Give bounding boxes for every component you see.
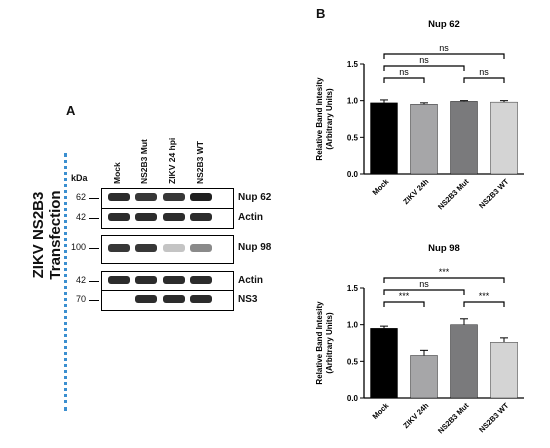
blot-band (108, 193, 130, 201)
blot-band (190, 276, 212, 284)
mw-marker: 62 (75, 192, 86, 202)
blot-band (135, 295, 157, 303)
blot-band (190, 244, 212, 252)
x-tick-label: NS2B3 WT (477, 401, 510, 434)
mw-tick (89, 248, 99, 249)
blot-band (190, 213, 212, 221)
blot-band (135, 193, 157, 201)
bar (370, 102, 398, 175)
x-tick-label: ZIKV 24h (401, 177, 430, 206)
significance-label: ns (399, 67, 409, 77)
blot-name: Actin (238, 212, 263, 223)
significance-label: ns (419, 279, 429, 289)
chart-title: Nup 62 (428, 19, 460, 30)
bar (490, 101, 518, 175)
blot-name: NS3 (238, 294, 258, 305)
significance-label: ns (439, 43, 449, 53)
mw-marker: 70 (75, 294, 86, 304)
blot-name: Actin (238, 275, 263, 286)
dotted-divider (64, 153, 67, 411)
significance-label: *** (439, 267, 450, 277)
blot-band (163, 213, 185, 221)
mw-tick (89, 300, 99, 301)
significance-label: *** (399, 291, 410, 301)
bar (490, 342, 518, 399)
significance-bracket (383, 77, 425, 83)
blot-band (108, 213, 130, 221)
chart-title: Nup 98 (428, 243, 460, 254)
bar (370, 328, 398, 399)
mw-marker: 100 (70, 242, 86, 252)
panel-b-letter: B (316, 6, 326, 21)
mw-tick (89, 198, 99, 199)
vertical-title-line2: Transfection (47, 190, 64, 280)
blot-band (163, 295, 185, 303)
significance-bracket (383, 301, 425, 307)
y-tick-label: 1.0 (347, 97, 359, 106)
significance-label: *** (479, 291, 490, 301)
significance-bracket (383, 65, 465, 71)
blot-band (163, 276, 185, 284)
significance-bracket (463, 301, 505, 307)
blot-band (163, 244, 185, 252)
blot-name: Nup 62 (238, 192, 272, 203)
y-tick-label: 0.5 (347, 357, 359, 366)
x-tick-label: Mock (370, 400, 391, 421)
x-tick-label: NS2B3 Mut (436, 401, 471, 436)
lane-label: Mock (112, 162, 122, 184)
x-tick-label: Mock (370, 176, 391, 197)
significance-label: ns (479, 67, 489, 77)
bar (410, 355, 438, 399)
y-tick-label: 0.0 (347, 170, 359, 179)
y-tick-label: 1.5 (347, 60, 359, 69)
mw-tick (89, 218, 99, 219)
bar (450, 324, 478, 399)
blot-band (108, 244, 130, 252)
significance-bracket (383, 53, 505, 59)
kda-label: kDa (71, 173, 88, 183)
y-tick-label: 1.0 (347, 321, 359, 330)
y-tick-label: 0.0 (347, 394, 359, 403)
blot-band (190, 193, 212, 201)
lane-label: NS2B3 WT (195, 141, 205, 184)
lane-label: ZIKV 24 hpi (167, 137, 177, 184)
blot-band (190, 295, 212, 303)
nup98-chart: Nup 98 Relative Band Intesity (Arbitrary U… (315, 243, 524, 436)
bar (410, 104, 438, 175)
y-axis-label-line2: (Arbitrary Units) (325, 88, 334, 150)
y-tick-label: 1.5 (347, 284, 359, 293)
y-axis-label-line1: Relative Band Intesity (315, 301, 324, 385)
significance-label: ns (419, 55, 429, 65)
vertical-title-line1: ZIKV NS2B3 (30, 191, 47, 279)
bar (450, 101, 478, 175)
blot-band (163, 193, 185, 201)
panel-a-vertical-title: ZIKV NS2B3 Transfection (30, 160, 64, 310)
blot-name: Nup 98 (238, 242, 272, 253)
significance-bracket (383, 277, 505, 283)
blot-band (135, 213, 157, 221)
x-tick-label: NS2B3 Mut (436, 177, 471, 212)
y-tick-label: 0.5 (347, 133, 359, 142)
mw-marker: 42 (75, 212, 86, 222)
blot-band (135, 276, 157, 284)
x-tick-label: ZIKV 24h (401, 401, 430, 430)
significance-bracket (463, 77, 505, 83)
y-axis-label-line1: Relative Band Intesity (315, 77, 324, 161)
x-tick-label: NS2B3 WT (477, 177, 510, 210)
nup62-chart: Nup 62 Relative Band Intesity (Arbitrary U… (315, 19, 524, 212)
mw-marker: 42 (75, 275, 86, 285)
lane-label: NS2B3 Mut (139, 139, 149, 184)
blot-band (135, 244, 157, 252)
blot-band (108, 276, 130, 284)
significance-bracket (383, 289, 465, 295)
panel-a-letter: A (66, 103, 76, 118)
mw-tick (89, 281, 99, 282)
y-axis-label-line2: (Arbitrary Units) (325, 312, 334, 374)
